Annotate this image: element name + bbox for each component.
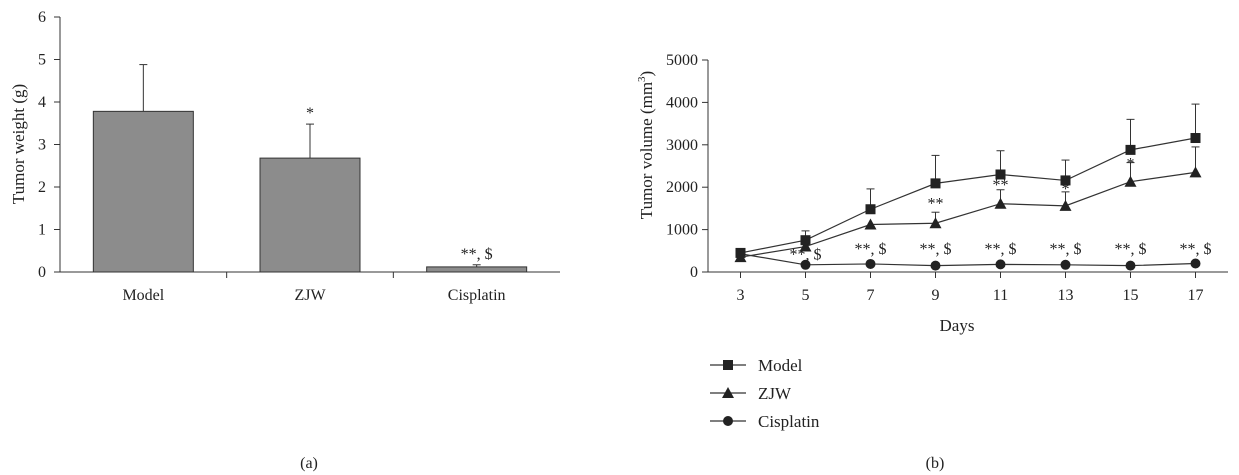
panel-b-point-square bbox=[1060, 175, 1071, 186]
panel-b-ylabel: Tumor volume (mm3) bbox=[636, 71, 656, 219]
panel-b-significance-label: ** bbox=[993, 177, 1009, 194]
panel-b-y-tick-label: 3000 bbox=[666, 137, 698, 154]
panel-b-point-square bbox=[995, 169, 1006, 180]
panel-b-legend-label: Model bbox=[758, 356, 803, 375]
panel-b-y-tick-label: 4000 bbox=[666, 94, 698, 111]
panel-b-x-tick-label: 15 bbox=[1123, 287, 1139, 304]
panel-a-bar-chart: Tumor weight (g) 0 1 2 3 4 5 6 Model ZJW Cisplati… bbox=[9, 9, 560, 472]
panel-b-point-triangle bbox=[929, 217, 942, 229]
panel-b-significance-label: **, $ bbox=[790, 246, 822, 263]
panel-b-point-circle bbox=[1060, 259, 1071, 270]
panel-a-bar bbox=[426, 266, 528, 273]
panel-a-y-tick-label: 6 bbox=[38, 9, 46, 26]
panel-a-y-tick-label: 2 bbox=[38, 179, 46, 196]
panel-b-significance-label: * bbox=[1062, 181, 1070, 198]
panel-b-point-circle bbox=[1190, 258, 1201, 269]
panel-b-ylabel-sup: 3 bbox=[636, 76, 648, 82]
panel-b-significance-label: **, $ bbox=[920, 241, 952, 258]
panel-b-legend-marker-triangle bbox=[722, 387, 734, 398]
panel-b-xlabel: Days bbox=[940, 316, 975, 335]
panel-b-y-tick-label: 5000 bbox=[666, 52, 698, 69]
panel-b-axes: 0 1000 2000 3000 4000 5000 3 5 7 9 11 13 15 17 bbox=[666, 52, 1228, 304]
panel-b-point-square bbox=[800, 235, 811, 246]
panel-b-point-circle bbox=[800, 259, 811, 270]
panel-b-ylabel-close: ) bbox=[637, 71, 656, 77]
panel-b-point-circle bbox=[735, 248, 746, 259]
panel-b-x-tick-label: 17 bbox=[1188, 287, 1204, 304]
panel-a-x-tick-label: Cisplatin bbox=[448, 287, 506, 304]
panel-b-point-triangle bbox=[1124, 175, 1137, 187]
panel-a-y-tick-label: 1 bbox=[38, 222, 46, 239]
panel-b-series-line-square bbox=[740, 137, 1196, 254]
panel-b-point-square bbox=[865, 204, 876, 215]
panel-a-y-tick-label: 0 bbox=[38, 264, 46, 281]
panel-b-point-circle bbox=[1125, 260, 1136, 271]
panel-b-legend: Model ZJW Cisplatin bbox=[710, 356, 820, 431]
panel-b-significance-label: **, $ bbox=[1180, 241, 1212, 258]
panel-b-legend-marker-square bbox=[723, 360, 733, 370]
panel-b-point-circle bbox=[865, 258, 876, 269]
panel-b-legend-label: Cisplatin bbox=[758, 412, 820, 431]
panel-b-significance-label: **, $ bbox=[1115, 241, 1147, 258]
panel-b-legend-label: ZJW bbox=[758, 384, 792, 403]
panel-b-point-square bbox=[930, 178, 941, 189]
panel-b-series-line-circle bbox=[740, 253, 1196, 267]
panel-b-point-triangle bbox=[864, 218, 877, 230]
panel-a-label: (a) bbox=[300, 455, 318, 472]
panel-a-bar bbox=[259, 157, 361, 273]
panel-b-x-tick-label: 7 bbox=[867, 287, 875, 304]
panel-b-significance-label: **, $ bbox=[855, 241, 887, 258]
panel-b-x-tick-label: 9 bbox=[932, 287, 940, 304]
panel-b-y-tick-label: 1000 bbox=[666, 222, 698, 239]
panel-b-line-chart: Tumor volume (mm3) 010002000300040005000… bbox=[636, 52, 1228, 472]
panel-b-x-tick-label: 11 bbox=[993, 287, 1008, 304]
panel-b-x-tick-label: 5 bbox=[802, 287, 810, 304]
panel-b-label: (b) bbox=[926, 455, 945, 472]
panel-b-series bbox=[734, 103, 1202, 271]
panel-a-ylabel: Tumor weight (g) bbox=[9, 84, 28, 204]
panel-b-point-square bbox=[1125, 144, 1136, 155]
panel-a-bar bbox=[92, 110, 194, 273]
panel-b-significance-label: ** bbox=[928, 195, 944, 212]
panel-b-point-square bbox=[1190, 133, 1201, 144]
panel-b-point-triangle bbox=[994, 197, 1007, 209]
panel-b-y-tick-label: 2000 bbox=[666, 179, 698, 196]
panel-a-significance-label: * bbox=[306, 105, 314, 122]
panel-b-point-circle bbox=[995, 259, 1006, 270]
panel-b-series-line-triangle bbox=[740, 171, 1196, 258]
panel-a-bars: * **, $ bbox=[92, 64, 528, 273]
panel-b-point-circle bbox=[930, 260, 941, 271]
panel-b-significance-label: **, $ bbox=[985, 241, 1017, 258]
panel-b-significance-label: **, $ bbox=[1050, 241, 1082, 258]
panel-b-legend-marker-circle bbox=[723, 416, 733, 426]
panel-b-x-tick-label: 13 bbox=[1058, 287, 1074, 304]
panel-a-y-tick-label: 4 bbox=[38, 94, 46, 111]
panel-b-ylabel-main: Tumor volume (mm bbox=[637, 82, 656, 219]
panel-b-point-triangle bbox=[799, 240, 812, 252]
panel-b-point-triangle bbox=[1059, 199, 1072, 211]
panel-a-y-tick-label: 5 bbox=[38, 52, 46, 69]
panel-b-y-tick-label: 0 bbox=[690, 264, 698, 281]
panel-b-significance-label: * bbox=[1127, 156, 1135, 173]
panel-a-x-tick-label: Model bbox=[122, 287, 164, 304]
panel-b-x-tick-label: 3 bbox=[737, 287, 745, 304]
panel-a-y-tick-label: 3 bbox=[38, 137, 46, 154]
panel-b-annotations: **** *****, $ **, $ **, $ **, $ **, $ **, $ **,… bbox=[790, 133, 1212, 263]
panel-a-x-tick-label: ZJW bbox=[294, 287, 326, 304]
panel-b-point-triangle bbox=[1189, 166, 1202, 178]
panel-b-significance-label: * bbox=[1192, 133, 1200, 150]
panel-a-significance-label: **, $ bbox=[461, 246, 493, 263]
